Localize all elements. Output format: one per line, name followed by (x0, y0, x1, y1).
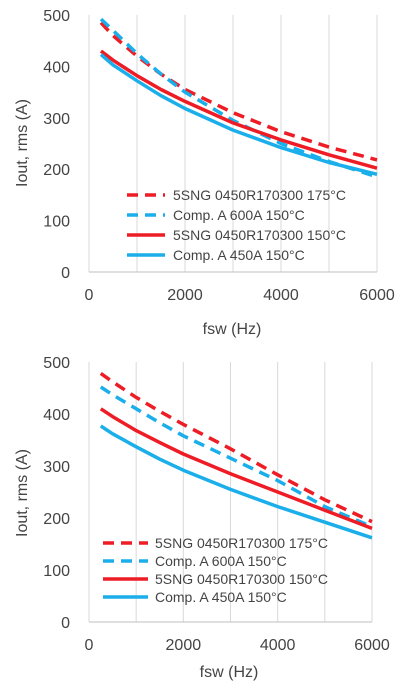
series-line (99, 53, 378, 176)
series-line (99, 407, 373, 531)
legend-label: 5SNG 0450R170300 150°C (173, 227, 346, 243)
series-line (99, 385, 373, 529)
y-tick-label: 300 (43, 459, 70, 476)
series-line (99, 17, 378, 179)
x-tick-label: 6000 (359, 287, 395, 304)
y-tick-label: 100 (43, 563, 70, 580)
legend-label: 5SNG 0450R170300 175°C (173, 187, 346, 203)
series-line (99, 49, 378, 170)
y-axis-title: Iout, rms (A) (14, 449, 31, 537)
y-tick-label: 500 (43, 8, 70, 25)
chart-bottom: 0 100 200 300 400 500 0 2000 4000 6000 5SNG 0450R… (14, 355, 390, 681)
legend-label: 5SNG 0450R170300 175°C (155, 535, 328, 551)
x-tick-label: 0 (85, 287, 94, 304)
series-line (99, 371, 373, 524)
y-axis-title: Iout, rms (A) (14, 99, 31, 187)
x-axis-title: fsw (Hz) (203, 321, 262, 338)
x-tick-label: 2000 (166, 637, 202, 654)
chart-top: 0 100 200 300 400 500 0 2000 4000 6000 5SNG 0450R… (14, 8, 395, 338)
y-tick-label: 400 (43, 407, 70, 424)
series-line (99, 424, 373, 540)
y-tick-label: 500 (43, 355, 70, 372)
x-tick-label: 2000 (167, 287, 203, 304)
x-tick-label: 6000 (354, 637, 390, 654)
legend-label: 5SNG 0450R170300 150°C (155, 571, 328, 587)
series-line (99, 21, 378, 162)
y-tick-label: 0 (61, 265, 70, 282)
y-tick-label: 200 (43, 511, 70, 528)
legend-label: Comp. A 450A 150°C (173, 247, 305, 263)
legend-label: Comp. A 600A 150°C (173, 207, 305, 223)
x-tick-label: 4000 (260, 637, 296, 654)
x-tick-label: 4000 (263, 287, 299, 304)
x-tick-label: 0 (85, 637, 94, 654)
legend-label: Comp. A 600A 150°C (155, 553, 287, 569)
y-tick-label: 100 (43, 214, 70, 231)
y-tick-label: 400 (43, 59, 70, 76)
y-tick-label: 300 (43, 111, 70, 128)
legend-label: Comp. A 450A 150°C (155, 589, 287, 605)
x-axis-title: fsw (Hz) (200, 664, 259, 681)
y-tick-label: 200 (43, 162, 70, 179)
y-tick-label: 0 (61, 615, 70, 632)
